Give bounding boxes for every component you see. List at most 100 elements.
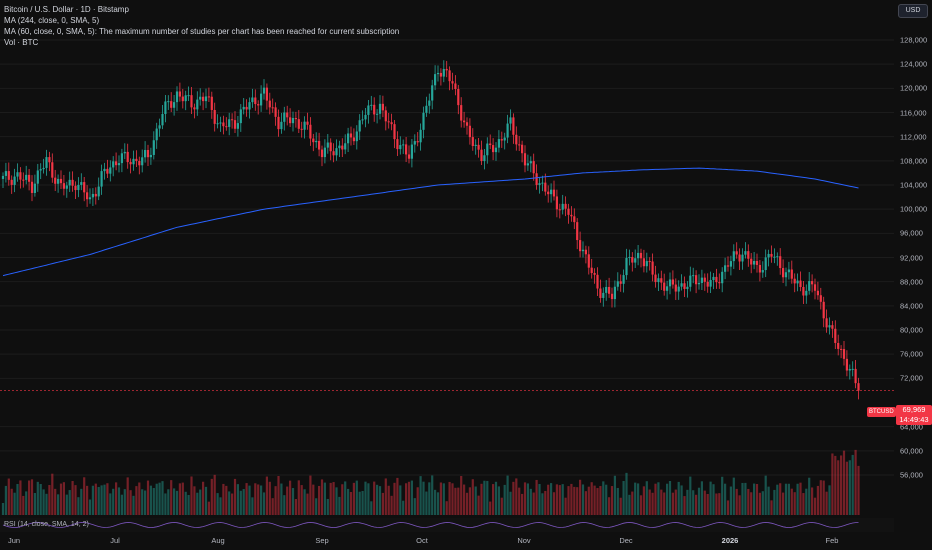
candle-body: [332, 151, 335, 156]
candle-body: [637, 252, 640, 259]
legend-symbol-title[interactable]: Bitcoin / U.S. Dollar · 1D · Bitstamp: [4, 5, 129, 14]
volume-bar: [384, 478, 387, 515]
ma-244-line[interactable]: [2, 167, 859, 277]
volume-bar: [184, 491, 187, 515]
candle-body: [602, 292, 605, 298]
candle-body: [831, 325, 834, 329]
candle-body: [199, 96, 202, 100]
volume-bar: [500, 497, 503, 515]
volume-bar: [602, 481, 605, 515]
last-price-tag: 69,969 14:49:43: [896, 405, 932, 425]
candle-body: [129, 162, 132, 165]
volume-bar: [521, 493, 524, 515]
candle-body: [666, 286, 669, 291]
candle-body: [39, 169, 42, 171]
candle-body: [645, 261, 648, 267]
volume-bar: [416, 487, 419, 515]
candle-body: [764, 257, 767, 271]
volume-bar: [434, 489, 437, 515]
candle-body: [115, 161, 118, 166]
volume-bar: [294, 498, 297, 515]
rsi-legend[interactable]: RSI (14, close, SMA, 14, 2): [4, 521, 89, 528]
candle-body: [57, 178, 60, 184]
candle-body: [779, 256, 782, 269]
legend-ma-60[interactable]: MA (60, close, 0, SMA, 5): The maximum n…: [4, 27, 400, 36]
legend-ma-244[interactable]: MA (244, close, 0, SMA, 5): [4, 16, 100, 25]
time-axis-label: Dec: [619, 536, 633, 545]
volume-bar: [715, 493, 718, 515]
volume-bar: [286, 486, 289, 515]
price-axis[interactable]: 128,000 124,000 120,000 116,000 112,000 108,0…: [894, 0, 932, 550]
candle-body: [407, 154, 411, 159]
candle-body: [555, 196, 558, 210]
candle-body: [842, 349, 846, 359]
volume-bar: [245, 483, 248, 515]
price-axis-label: 64,000: [900, 422, 923, 432]
price-axis-label: 104,000: [900, 180, 928, 190]
volume-bar: [187, 494, 190, 515]
candle-body: [561, 203, 564, 210]
volume-bar: [233, 478, 237, 515]
volume-bar: [619, 497, 622, 515]
candle-body: [657, 278, 660, 283]
candle-body: [97, 186, 100, 197]
volume-bar: [541, 493, 544, 515]
volume-bar: [750, 492, 753, 515]
volume-bar: [120, 494, 123, 515]
candle-body: [500, 139, 503, 141]
candle-body: [347, 133, 350, 144]
candle-body: [277, 116, 280, 130]
candle-body: [463, 120, 466, 123]
candle-body: [776, 256, 779, 258]
volume-bar: [236, 484, 239, 515]
volume-bar: [697, 487, 701, 515]
volume-bar: [257, 484, 260, 515]
candle-body: [828, 325, 831, 328]
volume-bar: [312, 484, 315, 515]
candle-body: [274, 107, 277, 117]
candle-body: [651, 261, 654, 275]
volume-bar: [135, 486, 138, 515]
legend-volume[interactable]: Vol · BTC: [4, 38, 39, 47]
time-axis-label: 2026: [721, 536, 739, 545]
volume-bar: [492, 484, 495, 515]
volume-bar: [808, 477, 811, 515]
volume-bar: [776, 484, 779, 515]
volume-bar: [204, 486, 208, 515]
candle-body: [94, 193, 97, 197]
volume-bar: [840, 455, 843, 515]
volume-bar: [33, 492, 36, 515]
candle-body: [840, 348, 843, 350]
volume-bar: [13, 492, 16, 515]
candle-body: [677, 286, 680, 292]
candle-body: [25, 174, 28, 180]
volume-bar: [158, 482, 161, 515]
volume-bar: [42, 489, 45, 515]
volume-bar: [190, 476, 193, 515]
volume-bar: [576, 487, 579, 515]
candle-body: [91, 193, 94, 198]
price-axis-label: 88,000: [900, 277, 923, 287]
candle-body: [10, 179, 13, 185]
volume-bar: [62, 482, 65, 515]
volume-bar: [39, 484, 42, 515]
currency-button[interactable]: USD: [898, 4, 928, 18]
volume-bar: [129, 490, 132, 515]
price-chart-svg[interactable]: [0, 0, 894, 550]
price-axis-label: 92,000: [900, 253, 923, 262]
volume-bar: [149, 485, 152, 515]
volume-bar: [439, 482, 442, 515]
candle-body: [254, 97, 257, 105]
volume-bar: [819, 480, 822, 515]
candle-body: [787, 269, 790, 273]
volume-bar: [175, 490, 179, 515]
volume-bar: [790, 488, 793, 515]
volume-bar: [422, 481, 425, 515]
symbol-tag: BTCUSD: [867, 407, 896, 417]
candle-body: [265, 87, 268, 101]
volume-bar: [494, 481, 498, 515]
candle-body: [639, 252, 643, 259]
volume-bar: [376, 484, 379, 515]
candle-body: [654, 274, 657, 283]
